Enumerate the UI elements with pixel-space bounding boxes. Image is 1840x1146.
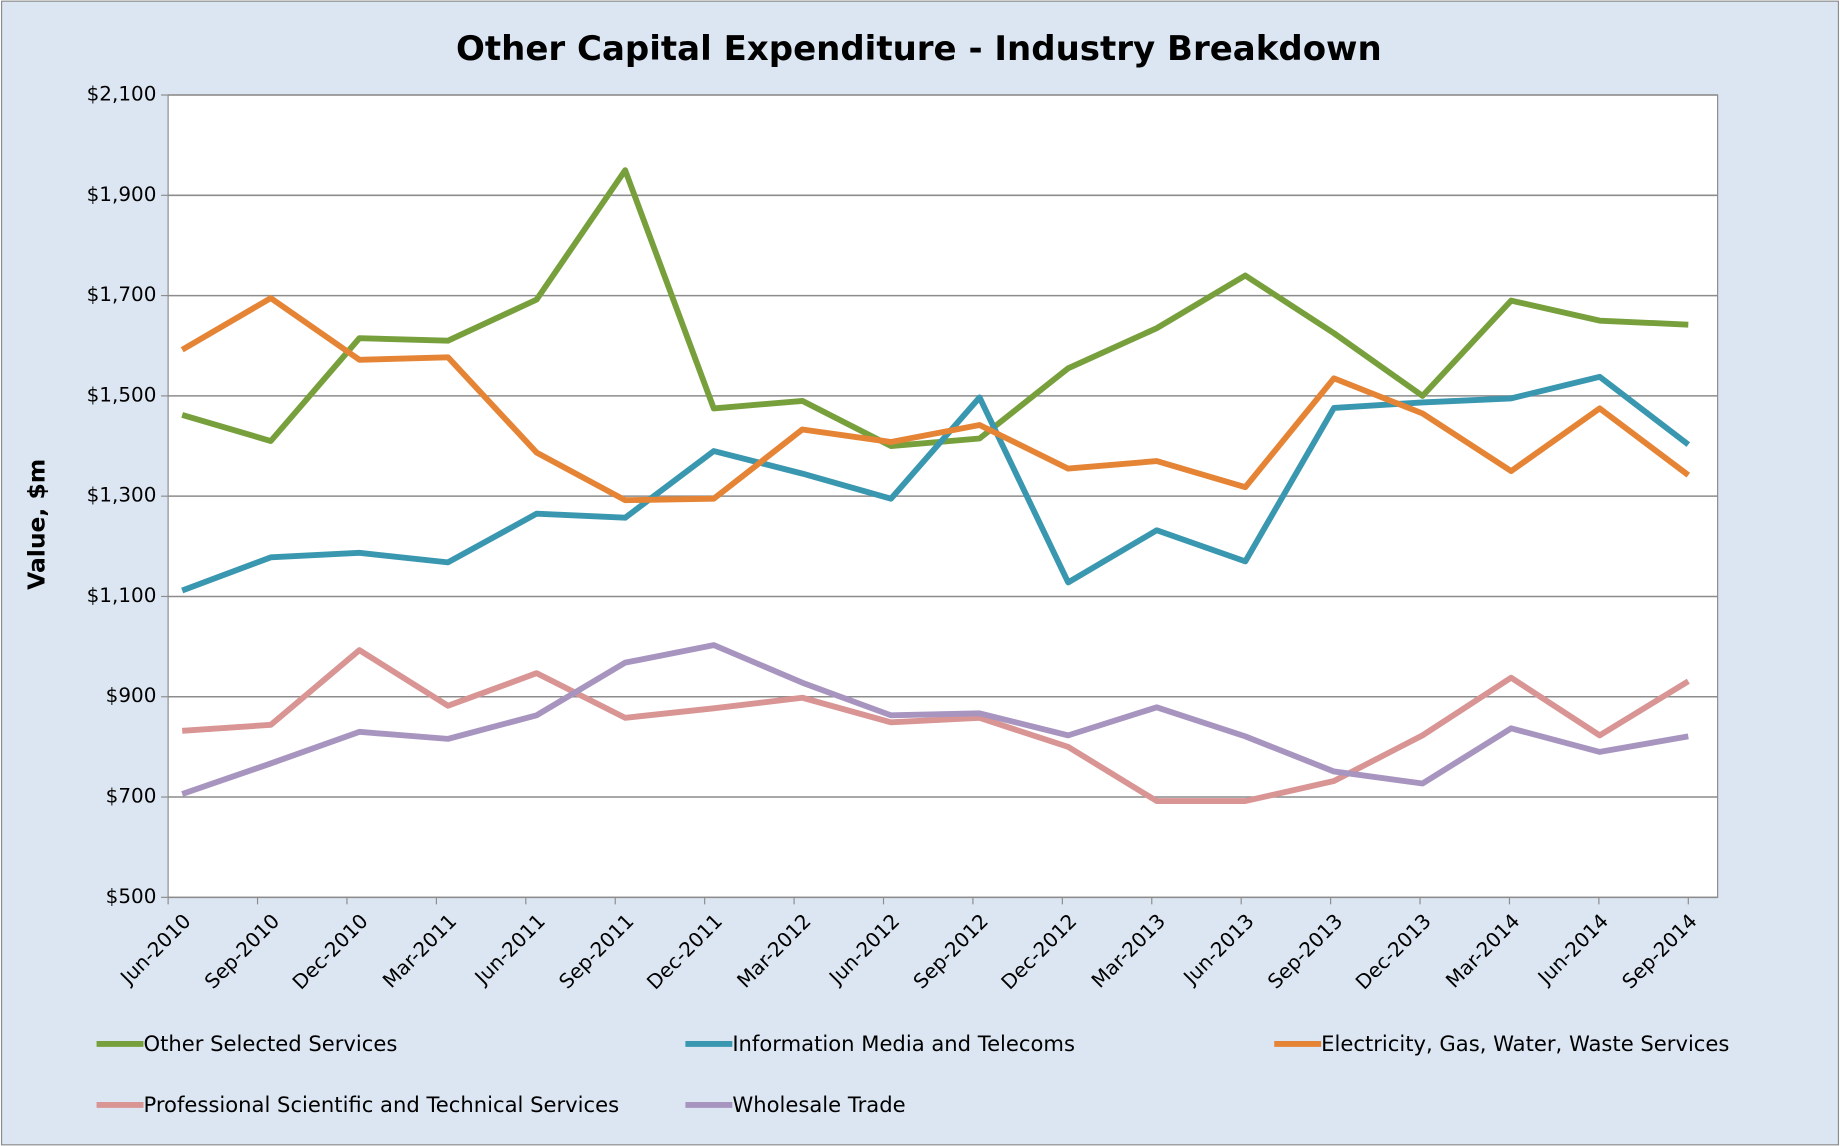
legend-label: Wholesale Trade [732, 1092, 905, 1117]
series-line [181, 647, 1690, 804]
legend-label: Information Media and Telecoms [732, 1031, 1075, 1056]
y-tick-label: $2,100 [87, 82, 157, 106]
y-tick-label: $1,700 [87, 282, 157, 306]
series-line [181, 167, 1689, 449]
legend-label: Other Selected Services [143, 1031, 397, 1056]
series-line [180, 295, 1691, 504]
series-line [181, 373, 1691, 594]
y-tick-label: $1,100 [87, 583, 157, 607]
y-tick-label: $900 [106, 683, 157, 707]
y-tick-label: $1,500 [87, 382, 157, 406]
legend-label: Professional Scientific and Technical Se… [143, 1092, 619, 1117]
y-tick-label: $700 [106, 784, 157, 808]
series-line [181, 642, 1689, 797]
y-tick-label: $500 [106, 884, 157, 908]
y-tick-label: $1,300 [87, 483, 157, 507]
legend-label: Electricity, Gas, Water, Waste Services [1321, 1031, 1729, 1056]
y-tick-label: $1,900 [87, 182, 157, 206]
chart-title: Other Capital Expenditure - Industry Bre… [456, 29, 1382, 69]
y-axis-label: Value, $m [22, 459, 50, 590]
